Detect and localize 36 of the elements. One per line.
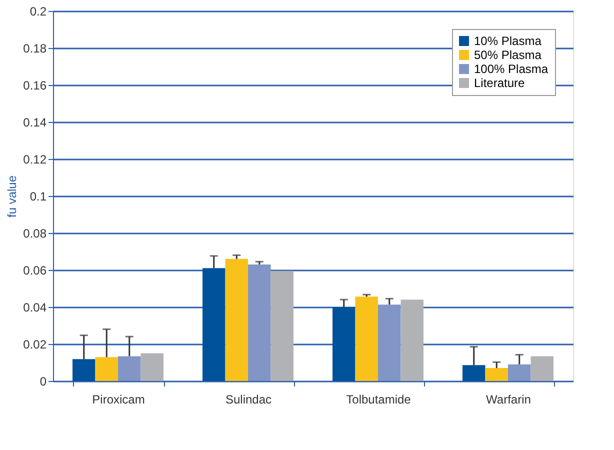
bar (462, 365, 486, 381)
x-tick-label: Sulindac (225, 392, 272, 406)
bar (140, 353, 164, 381)
bar (508, 364, 531, 381)
legend-label: Literature (474, 76, 526, 90)
bar (270, 270, 294, 381)
legend-label: 50% Plasma (474, 48, 542, 62)
y-tick-label: 0.08 (23, 226, 47, 240)
bar (378, 304, 401, 381)
y-tick-label: 0.1 (30, 190, 47, 204)
y-tick-label: 0.12 (23, 152, 47, 166)
y-axis-title: fu value (5, 175, 20, 218)
y-tick-label: 0.16 (23, 78, 47, 92)
y-tick-label: 0.18 (23, 42, 47, 56)
y-tick-label: 0.14 (23, 116, 47, 130)
bar (225, 258, 248, 381)
y-tick-label: 0 (40, 374, 47, 388)
bar (400, 300, 424, 381)
x-tick-label: Piroxicam (92, 392, 145, 406)
y-tick-label: 0.2 (30, 4, 47, 18)
y-tick-label: 0.02 (23, 338, 47, 352)
bar (248, 264, 271, 381)
legend-label: 10% Plasma (474, 34, 542, 48)
bar (72, 359, 96, 381)
bar (95, 357, 118, 381)
bar (355, 296, 378, 381)
x-tick-label: Tolbutamide (346, 392, 412, 406)
bar (485, 368, 508, 381)
bar (202, 268, 226, 381)
bar (118, 356, 141, 381)
y-tick-label: 0.06 (23, 264, 47, 278)
y-tick-label: 0.04 (23, 300, 47, 314)
bar (530, 356, 554, 381)
x-tick-label: Warfarin (486, 392, 531, 406)
bar (332, 307, 356, 381)
legend-label: 100% Plasma (474, 62, 548, 76)
